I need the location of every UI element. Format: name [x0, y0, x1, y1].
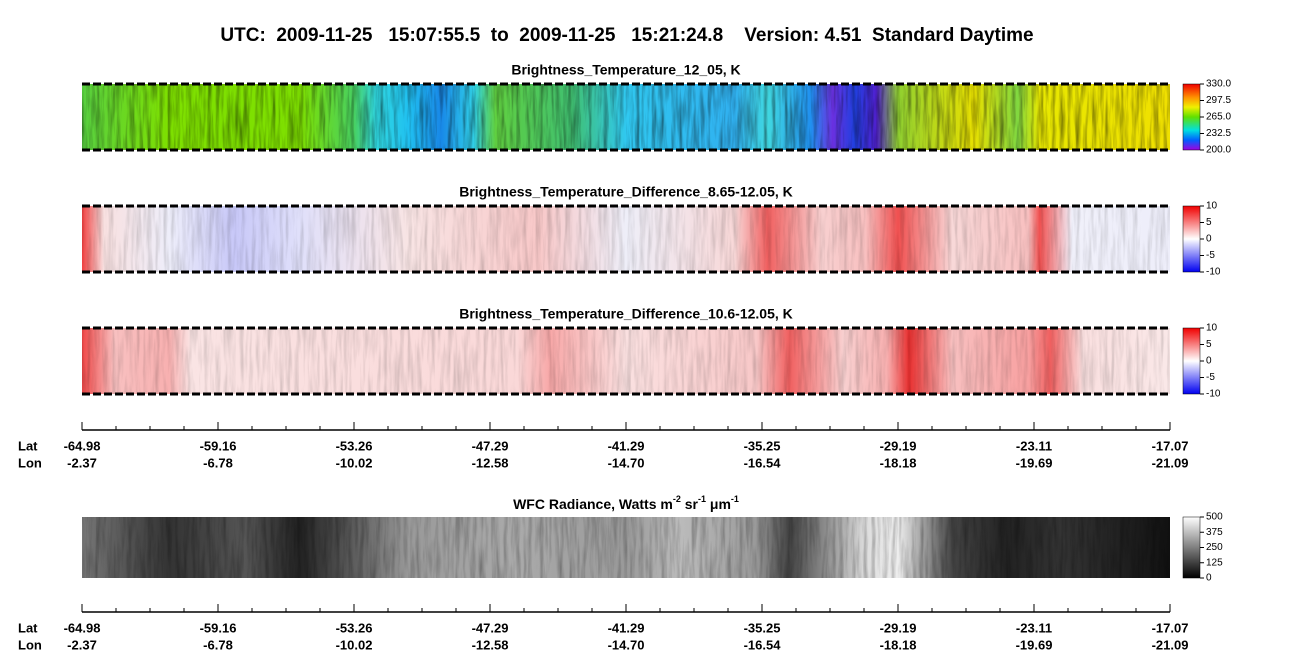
lat-label: -29.19: [880, 438, 917, 453]
image-texture: [82, 206, 1170, 272]
colorbar-label: 5: [1206, 217, 1212, 228]
axis-row-label: Lon: [18, 637, 42, 652]
colorbar-label: -10: [1206, 389, 1221, 400]
title-text: μm: [706, 496, 731, 512]
colorbar-label: 232.5: [1206, 128, 1231, 139]
colorbar-label: 0: [1206, 573, 1212, 584]
colorbar-label: 297.5: [1206, 95, 1231, 106]
title-superscript: -1: [731, 494, 739, 504]
lat-label: -23.11: [1016, 620, 1052, 635]
lat-label: -53.26: [336, 620, 373, 635]
lat-label: -41.29: [608, 438, 645, 453]
colorbar-label: 0: [1206, 356, 1212, 367]
title-text: WFC Radiance, Watts m: [513, 496, 673, 512]
colorbar: [1182, 327, 1201, 395]
lon-label: -19.69: [1016, 637, 1053, 652]
lat-label: -17.07: [1152, 620, 1189, 635]
title-superscript: -2: [673, 494, 681, 504]
lat-label: -59.16: [200, 438, 237, 453]
lon-label: -18.18: [880, 455, 917, 470]
title-superscript: -1: [698, 494, 706, 504]
colorbar: [1182, 83, 1201, 151]
lon-label: -6.78: [203, 637, 233, 652]
colorbar-label: 125: [1206, 557, 1223, 568]
lat-label: -47.29: [472, 620, 509, 635]
lat-label: -35.25: [744, 438, 781, 453]
image-texture: [82, 328, 1170, 394]
lon-label: -14.70: [608, 455, 645, 470]
lat-label: -41.29: [608, 620, 645, 635]
title-text: sr: [681, 496, 699, 512]
lon-label: -2.37: [67, 455, 97, 470]
lat-label: -29.19: [880, 620, 917, 635]
lon-label: -12.58: [472, 637, 509, 652]
colorbar-label: -10: [1206, 267, 1221, 278]
colorbar-label: 330.0: [1206, 79, 1231, 90]
panel-title: Brightness_Temperature_Difference_10.6-1…: [459, 306, 793, 322]
colorbar-label: 0: [1206, 234, 1212, 245]
panel-title: WFC Radiance, Watts m-2 sr-1 μm-1: [513, 494, 739, 511]
panel: [82, 205, 1201, 273]
panel-title: Brightness_Temperature_Difference_8.65-1…: [459, 184, 793, 200]
colorbar-label: -5: [1206, 250, 1215, 261]
lat-label: -64.98: [64, 620, 101, 635]
lon-label: -21.09: [1152, 637, 1189, 652]
panel: [82, 516, 1201, 579]
colorbar-label: 10: [1206, 201, 1218, 212]
lon-label: -19.69: [1016, 455, 1053, 470]
lat-label: -35.25: [744, 620, 781, 635]
lat-label: -47.29: [472, 438, 509, 453]
colorbar-label: 500: [1206, 512, 1223, 523]
panel-title: Brightness_Temperature_12_05, K: [511, 62, 740, 78]
colorbar-label: 250: [1206, 542, 1223, 553]
swath-borders: [82, 82, 1170, 396]
lat-label: -59.16: [200, 620, 237, 635]
lat-label: -17.07: [1152, 438, 1189, 453]
lon-label: -2.37: [67, 637, 97, 652]
panel: [82, 327, 1201, 395]
image-texture: [82, 517, 1170, 578]
axis-row-label: Lon: [18, 455, 42, 470]
colorbar-label: -5: [1206, 372, 1215, 383]
lat-label: -53.26: [336, 438, 373, 453]
colorbar-label: 375: [1206, 527, 1223, 538]
colorbar-label: 265.0: [1206, 112, 1231, 123]
colorbar: [1182, 205, 1201, 273]
lon-label: -16.54: [744, 637, 782, 652]
colorbar-label: 200.0: [1206, 145, 1231, 156]
axis-row-label: Lat: [18, 620, 38, 635]
lon-label: -21.09: [1152, 455, 1189, 470]
colorbar-label: 5: [1206, 339, 1212, 350]
colorbar-label: 10: [1206, 323, 1218, 334]
lon-label: -12.58: [472, 455, 509, 470]
lon-label: -6.78: [203, 455, 233, 470]
lon-label: -16.54: [744, 455, 782, 470]
lat-label: -23.11: [1016, 438, 1052, 453]
panel: [82, 83, 1201, 151]
lon-label: -18.18: [880, 637, 917, 652]
axis-row-label: Lat: [18, 438, 38, 453]
lon-label: -14.70: [608, 637, 645, 652]
image-texture: [82, 84, 1170, 150]
lon-label: -10.02: [336, 637, 373, 652]
colorbar: [1182, 516, 1201, 579]
lat-label: -64.98: [64, 438, 101, 453]
page-title: UTC: 2009-11-25 15:07:55.5 to 2009-11-25…: [220, 25, 1033, 46]
lon-label: -10.02: [336, 455, 373, 470]
